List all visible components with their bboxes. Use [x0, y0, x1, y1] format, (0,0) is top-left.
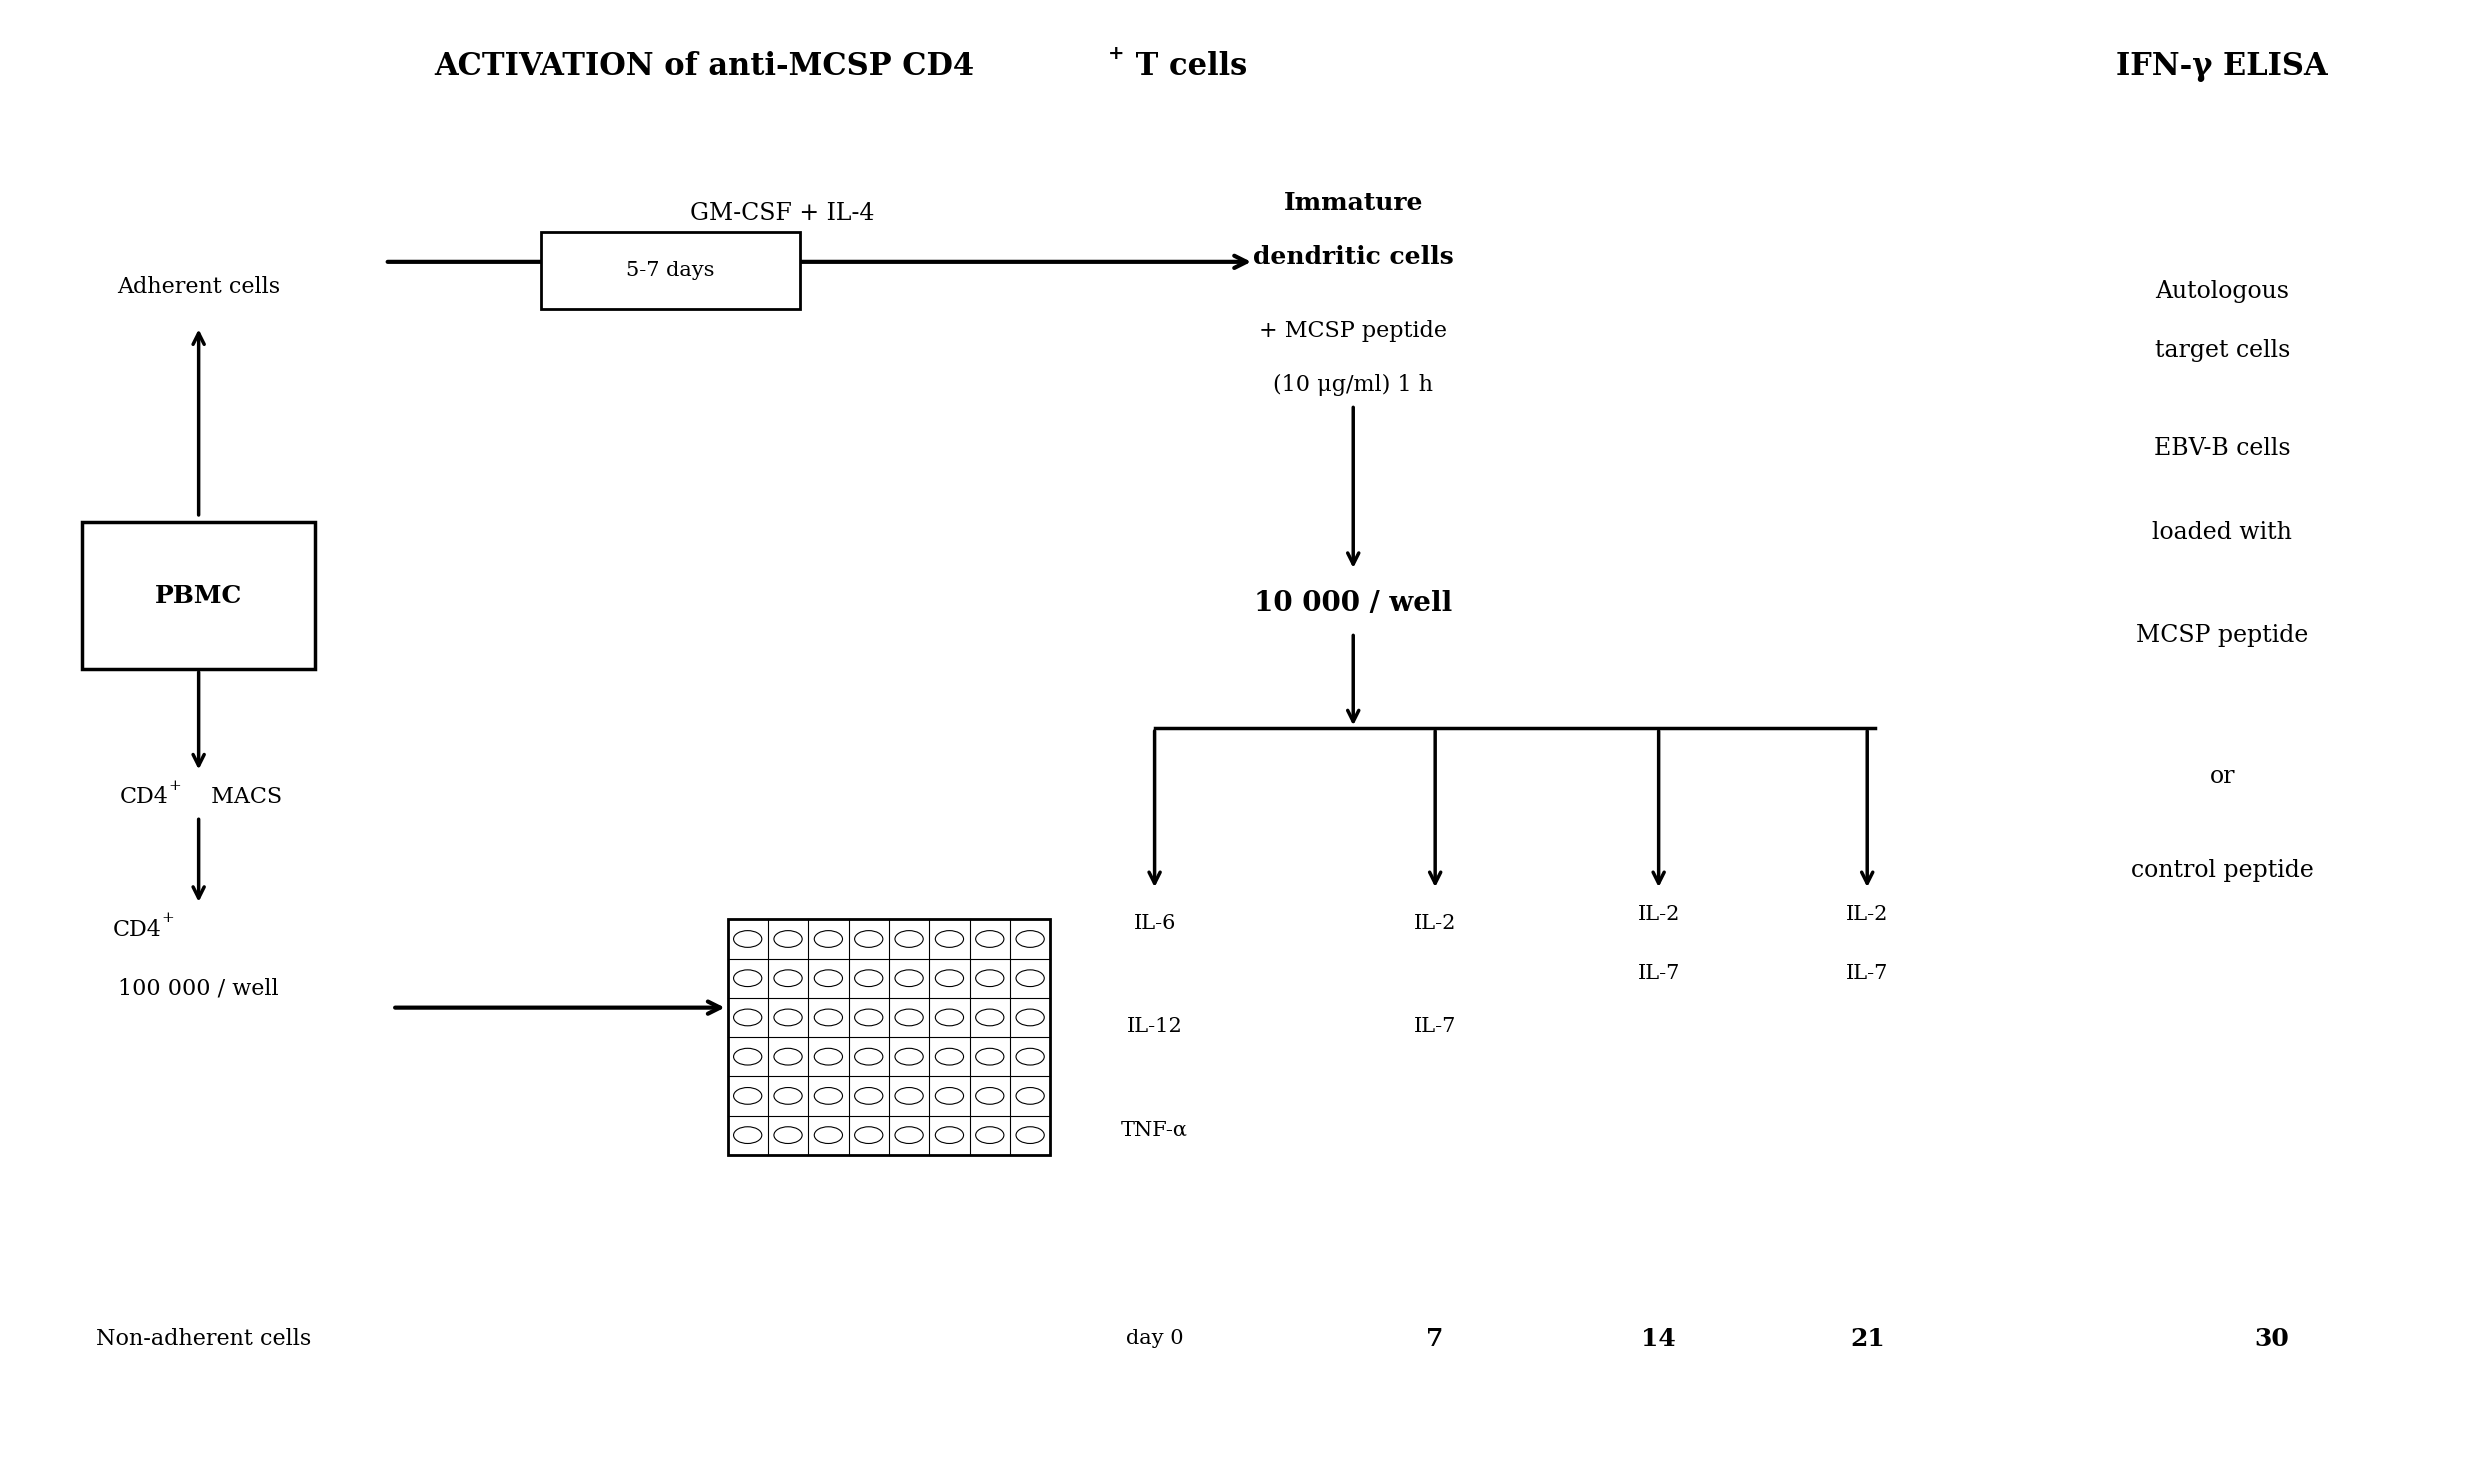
Text: MCSP peptide: MCSP peptide [2135, 624, 2309, 647]
Text: CD4: CD4 [112, 919, 161, 940]
Text: GM-CSF + IL-4: GM-CSF + IL-4 [690, 202, 874, 225]
Text: EBV-B cells: EBV-B cells [2153, 437, 2292, 460]
Text: loaded with: loaded with [2153, 521, 2292, 544]
Text: 5-7 days: 5-7 days [626, 262, 715, 279]
Text: 10 000 / well: 10 000 / well [1254, 590, 1453, 616]
Bar [82, 522, 315, 669]
Text: 21: 21 [1850, 1327, 1885, 1350]
Text: TNF-α: TNF-α [1122, 1121, 1187, 1139]
Text: + MCSP peptide: + MCSP peptide [1259, 321, 1448, 341]
Text: 30: 30 [2255, 1327, 2289, 1350]
Text: IL-2: IL-2 [1636, 906, 1681, 924]
Text: IL-7: IL-7 [1413, 1018, 1458, 1036]
Bar [541, 232, 800, 309]
Text: IL-6: IL-6 [1132, 915, 1177, 933]
Text: IL-7: IL-7 [1636, 965, 1681, 983]
Text: IL-2: IL-2 [1845, 906, 1890, 924]
Text: +: + [161, 911, 174, 925]
Text: Non-adherent cells: Non-adherent cells [97, 1328, 310, 1349]
Bar [728, 919, 1050, 1155]
Text: or: or [2210, 765, 2235, 788]
Text: target cells: target cells [2155, 338, 2289, 362]
Text: 7: 7 [1428, 1327, 1443, 1350]
Text: MACS: MACS [204, 787, 281, 808]
Text: IL-12: IL-12 [1127, 1018, 1182, 1036]
Text: CD4: CD4 [119, 787, 169, 808]
Text: 100 000 / well: 100 000 / well [119, 978, 278, 999]
Text: IFN-γ ELISA: IFN-γ ELISA [2116, 50, 2329, 82]
Text: IL-2: IL-2 [1413, 915, 1458, 933]
Text: T cells: T cells [1125, 50, 1246, 82]
Text: PBMC: PBMC [154, 584, 243, 608]
Text: Autologous: Autologous [2155, 279, 2289, 303]
Text: Immature: Immature [1284, 191, 1423, 215]
Text: +: + [169, 778, 181, 793]
Text: day 0: day 0 [1125, 1330, 1184, 1347]
Text: control peptide: control peptide [2130, 859, 2314, 883]
Text: 14: 14 [1641, 1327, 1676, 1350]
Text: IL-7: IL-7 [1845, 965, 1890, 983]
Text: dendritic cells: dendritic cells [1254, 246, 1453, 269]
Text: +: + [1107, 46, 1125, 63]
Text: Adherent cells: Adherent cells [117, 277, 281, 297]
Text: (10 μg/ml) 1 h: (10 μg/ml) 1 h [1274, 374, 1433, 397]
Text: ACTIVATION of anti-MCSP CD4: ACTIVATION of anti-MCSP CD4 [435, 50, 976, 82]
